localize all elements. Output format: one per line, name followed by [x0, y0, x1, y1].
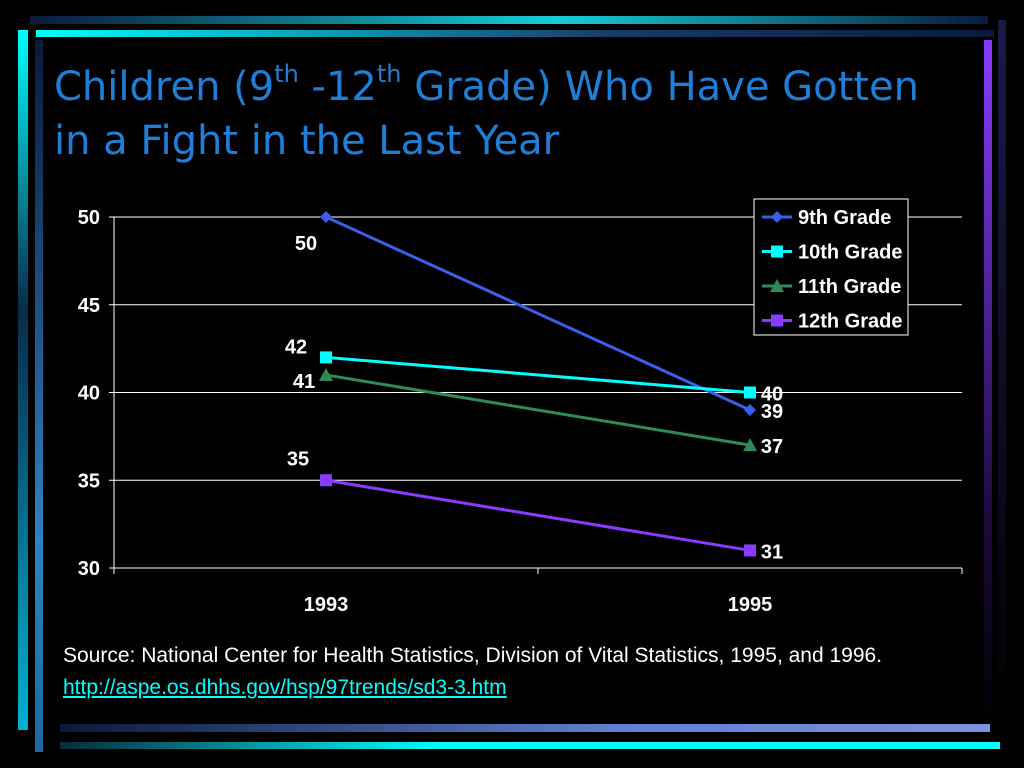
legend-marker	[771, 245, 783, 258]
legend-marker	[771, 211, 783, 223]
data-point	[320, 351, 332, 364]
data-label: 41	[293, 371, 315, 393]
legend-label: 10th Grade	[798, 242, 902, 264]
data-point	[743, 438, 757, 452]
y-tick-label: 40	[78, 383, 100, 405]
decorative-bar-left-inner	[35, 40, 43, 752]
title-part-1: Children (9	[54, 64, 275, 110]
legend-marker	[771, 314, 783, 327]
data-point	[320, 474, 332, 487]
source-text: Source: National Center for Health Stati…	[63, 644, 883, 667]
data-label: 50	[295, 233, 317, 255]
title-superscript-1: th	[274, 60, 299, 88]
series-line	[325, 478, 751, 552]
decorative-bar-top-inner	[36, 30, 994, 37]
x-tick-label: 1995	[728, 594, 773, 616]
series-line	[325, 373, 751, 447]
decorative-bar-bottom	[60, 724, 990, 732]
data-label: 42	[285, 336, 307, 358]
decorative-bar-top	[30, 16, 988, 24]
legend-box	[753, 198, 909, 336]
y-tick-label: 45	[78, 295, 100, 317]
data-label: 39	[761, 401, 783, 423]
title-part-3: Grade) Who Have Gotten in a Fight in the…	[54, 64, 919, 164]
legend-label: 9th Grade	[798, 207, 891, 229]
data-point	[319, 367, 333, 381]
data-point	[744, 404, 756, 417]
y-tick-label: 35	[78, 470, 100, 492]
data-label: 31	[761, 541, 783, 563]
data-label: 40	[761, 384, 783, 406]
source-link[interactable]: http://aspe.os.dhhs.gov/hsp/97trends/sd3…	[63, 676, 507, 699]
title-part-2: -12	[298, 64, 377, 110]
y-tick-label: 50	[78, 207, 100, 229]
title-superscript-2: th	[376, 60, 402, 88]
y-tick-label: 30	[78, 558, 100, 580]
decorative-bar-bottom-outer	[60, 742, 1000, 749]
data-label: 37	[761, 436, 783, 458]
series-line	[325, 215, 751, 412]
slide-title: Children (9th -12th Grade) Who Have Gott…	[54, 60, 934, 168]
legend-marker	[770, 279, 784, 292]
x-tick-label: 1993	[304, 594, 349, 616]
data-point	[744, 386, 756, 399]
decorative-bar-right-outer	[998, 20, 1006, 740]
series-line	[325, 355, 751, 394]
legend-label: 11th Grade	[798, 276, 901, 298]
data-label: 35	[287, 448, 309, 470]
decorative-bar-left	[18, 30, 28, 730]
data-point	[744, 544, 756, 557]
data-point	[320, 211, 332, 223]
decorative-bar-right	[984, 40, 992, 730]
legend-label: 12th Grade	[798, 311, 902, 333]
line-chart: 30 35 40 45 50 1993 1995 50 39 42 40 41 37 35 31 9th Gr…	[78, 198, 963, 616]
source-citation: Source: National Center for Health Stati…	[63, 640, 963, 704]
